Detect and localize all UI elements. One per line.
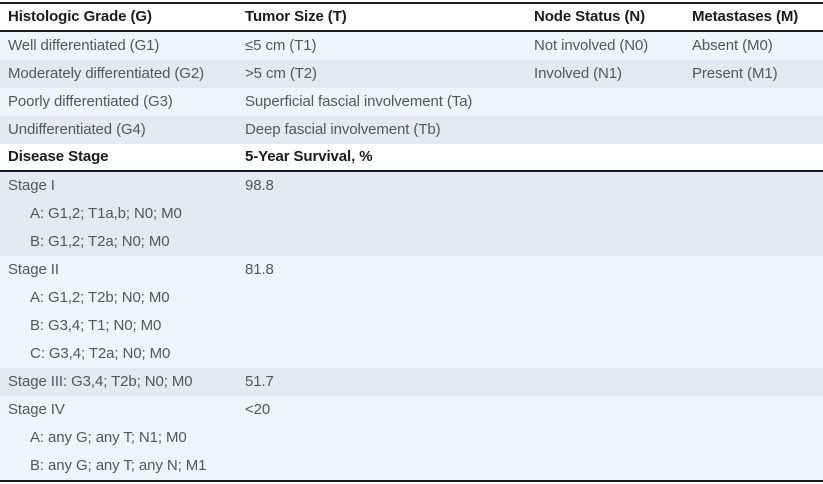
tumor-size-cell: >5 cm (T2) [245, 65, 317, 82]
stage-substage-cell: A: G1,2; T1a,b; N0; M0 [30, 205, 182, 222]
node-status-cell: Involved (N1) [534, 65, 622, 82]
stage-substage-cell: B: any G; any T; any N; M1 [30, 457, 207, 474]
column-header-disease-stage: Disease Stage [8, 148, 109, 165]
table-row: A: G1,2; T1a,b; N0; M0 [0, 200, 823, 228]
survival-cell [245, 200, 534, 228]
metastases-cell [692, 88, 823, 116]
table-row: B: any G; any T; any N; M1 [0, 452, 823, 480]
survival-cell [245, 340, 534, 368]
table-row: A: any G; any T; N1; M0 [0, 424, 823, 452]
grading-header-row: Histologic Grade (G) Tumor Size (T) Node… [0, 4, 823, 32]
table-row: B: G1,2; T2a; N0; M0 [0, 228, 823, 256]
stage-substage-cell: C: G3,4; T2a; N0; M0 [30, 345, 171, 362]
survival-cell [245, 424, 534, 452]
column-header-metastases: Metastases (M) [692, 8, 799, 25]
column-header-5yr-survival: 5-Year Survival, % [245, 148, 373, 165]
stage-cell: Stage II [8, 261, 59, 278]
survival-cell [245, 312, 534, 340]
table-row: C: G3,4; T2a; N0; M0 [0, 340, 823, 368]
stage-substage-cell: B: G3,4; T1; N0; M0 [30, 317, 162, 334]
survival-cell [245, 452, 534, 480]
grade-cell: Poorly differentiated (G3) [8, 93, 173, 110]
table-row: Undifferentiated (G4) Deep fascial invol… [0, 116, 823, 144]
metastases-cell [692, 116, 823, 144]
column-header-histologic-grade: Histologic Grade (G) [8, 8, 152, 25]
stage-cell: Stage I [8, 177, 55, 194]
table-row: A: G1,2; T2b; N0; M0 [0, 284, 823, 312]
stage-substage-cell: A: any G; any T; N1; M0 [30, 429, 187, 446]
table-row: Stage III: G3,4; T2b; N0; M0 51.7 [0, 368, 823, 396]
column-header-node-status: Node Status (N) [534, 8, 646, 25]
survival-cell [245, 228, 534, 256]
stage-cell: Stage III: G3,4; T2b; N0; M0 [8, 373, 193, 390]
stage-header-row: Disease Stage 5-Year Survival, % [0, 144, 823, 172]
table-row: Stage I 98.8 [0, 172, 823, 200]
tumor-size-cell: Superficial fascial involvement (Ta) [245, 93, 473, 110]
grade-cell: Undifferentiated (G4) [8, 121, 146, 138]
table-row: Stage II 81.8 [0, 256, 823, 284]
table-row: Poorly differentiated (G3) Superficial f… [0, 88, 823, 116]
grade-cell: Well differentiated (G1) [8, 37, 160, 54]
tumor-size-cell: Deep fascial involvement (Tb) [245, 121, 441, 138]
stage-substage-cell: A: G1,2; T2b; N0; M0 [30, 289, 170, 306]
survival-cell: 51.7 [245, 373, 274, 390]
tumor-size-cell: ≤5 cm (T1) [245, 37, 317, 54]
table-row: Moderately differentiated (G2) >5 cm (T2… [0, 60, 823, 88]
node-status-cell [534, 116, 692, 144]
table-row: Stage IV <20 [0, 396, 823, 424]
survival-cell [245, 284, 534, 312]
survival-cell: 98.8 [245, 177, 274, 194]
table-row: Well differentiated (G1) ≤5 cm (T1) Not … [0, 32, 823, 60]
survival-cell: 81.8 [245, 261, 274, 278]
grade-cell: Moderately differentiated (G2) [8, 65, 204, 82]
node-status-cell: Not involved (N0) [534, 37, 649, 54]
table-row: B: G3,4; T1; N0; M0 [0, 312, 823, 340]
metastases-cell: Absent (M0) [692, 37, 773, 54]
column-header-tumor-size: Tumor Size (T) [245, 8, 347, 25]
survival-cell: <20 [245, 401, 271, 418]
metastases-cell: Present (M1) [692, 65, 778, 82]
stage-cell: Stage IV [8, 401, 65, 418]
stage-substage-cell: B: G1,2; T2a; N0; M0 [30, 233, 170, 250]
node-status-cell [534, 88, 692, 116]
